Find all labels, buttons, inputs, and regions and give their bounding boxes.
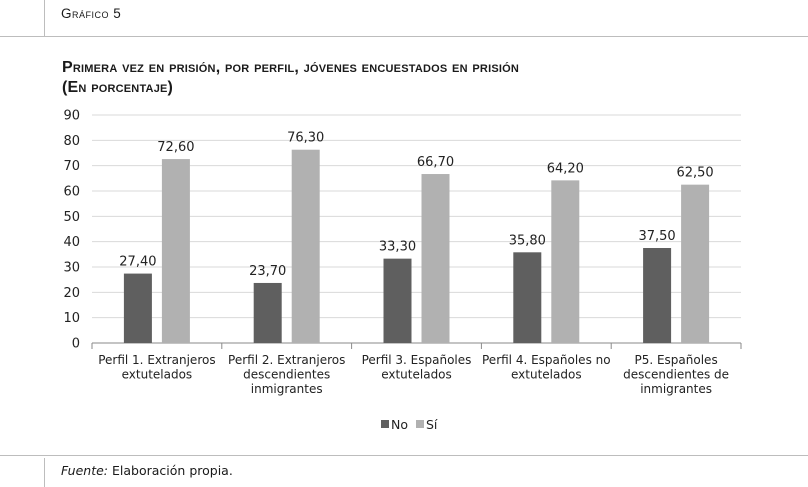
bar-no (253, 282, 282, 343)
chart-title-block: Primera vez en prisión, por perfil, jóve… (62, 58, 762, 98)
y-tick-label: 80 (63, 134, 80, 149)
y-tick-label: 50 (63, 210, 80, 225)
legend-label: Sí (426, 417, 438, 432)
x-tick-label: extutelados (511, 368, 582, 382)
x-tick-label: Perfil 2. Extranjeros (228, 353, 345, 367)
source-label: Fuente: (61, 463, 109, 478)
y-tick-label: 60 (63, 185, 80, 200)
y-tick-label: 0 (72, 337, 80, 352)
figure-label: Gráfico 5 (61, 6, 122, 21)
bar-no (513, 252, 542, 343)
legend-swatch (416, 420, 424, 428)
data-label: 33,30 (379, 240, 416, 255)
y-tick-label: 70 (63, 159, 80, 174)
x-tick-label: extutelados (381, 368, 452, 382)
bar-si (681, 184, 710, 343)
data-label: 76,30 (287, 131, 324, 146)
bottom-divider (0, 455, 808, 456)
bar-si (161, 159, 190, 343)
bar-si (291, 149, 320, 343)
y-tick-label: 40 (63, 235, 80, 250)
bar-no (383, 258, 412, 343)
y-tick-label: 10 (63, 311, 80, 326)
legend-swatch (381, 420, 389, 428)
data-label: 64,20 (547, 161, 584, 176)
bar-no (123, 273, 152, 343)
top-divider (0, 36, 808, 37)
x-tick-label: inmigrantes (251, 382, 323, 396)
chart-grid (91, 114, 742, 349)
legend: No Sí (381, 417, 438, 432)
bar-si (551, 180, 580, 343)
bars: 27,40 72,60 23,70 76,30 33,30 66,70 35,80 64,20… (119, 131, 714, 343)
bottom-divider-vertical (44, 458, 45, 487)
x-tick-label: inmigrantes (640, 382, 712, 396)
data-label: 66,70 (417, 155, 454, 170)
data-label: 62,50 (676, 166, 713, 181)
x-tick-label: Perfil 4. Españoles no (482, 353, 611, 367)
bar-si (421, 174, 450, 343)
x-tick-label: descendientes (243, 368, 330, 382)
source-text: Elaboración propia. (112, 463, 233, 478)
y-tick-label: 90 (63, 109, 80, 124)
data-label: 35,80 (509, 233, 546, 248)
y-axis-ticks: 0 10 20 30 40 50 60 70 80 90 (63, 109, 80, 352)
chart-subtitle: (En porcentaje) (62, 79, 174, 96)
x-tick-label: descendientes de (623, 368, 729, 382)
chart-title: Primera vez en prisión, por perfil, jóve… (62, 59, 520, 76)
y-tick-label: 20 (63, 286, 80, 301)
x-tick-label: extutelados (122, 368, 193, 382)
data-label: 23,70 (249, 264, 286, 279)
data-label: 72,60 (157, 140, 194, 155)
top-divider-vertical (44, 0, 45, 36)
legend-label: No (391, 417, 408, 432)
x-tick-label: P5. Españoles (634, 353, 717, 367)
bar-no (643, 248, 672, 343)
source-note: Fuente: Elaboración propia. (61, 463, 233, 478)
y-tick-label: 30 (63, 261, 80, 276)
data-label: 27,40 (119, 255, 156, 270)
x-tick-label: Perfil 1. Extranjeros (98, 353, 215, 367)
x-tick-label: Perfil 3. Españoles (362, 353, 472, 367)
data-label: 37,50 (638, 229, 675, 244)
